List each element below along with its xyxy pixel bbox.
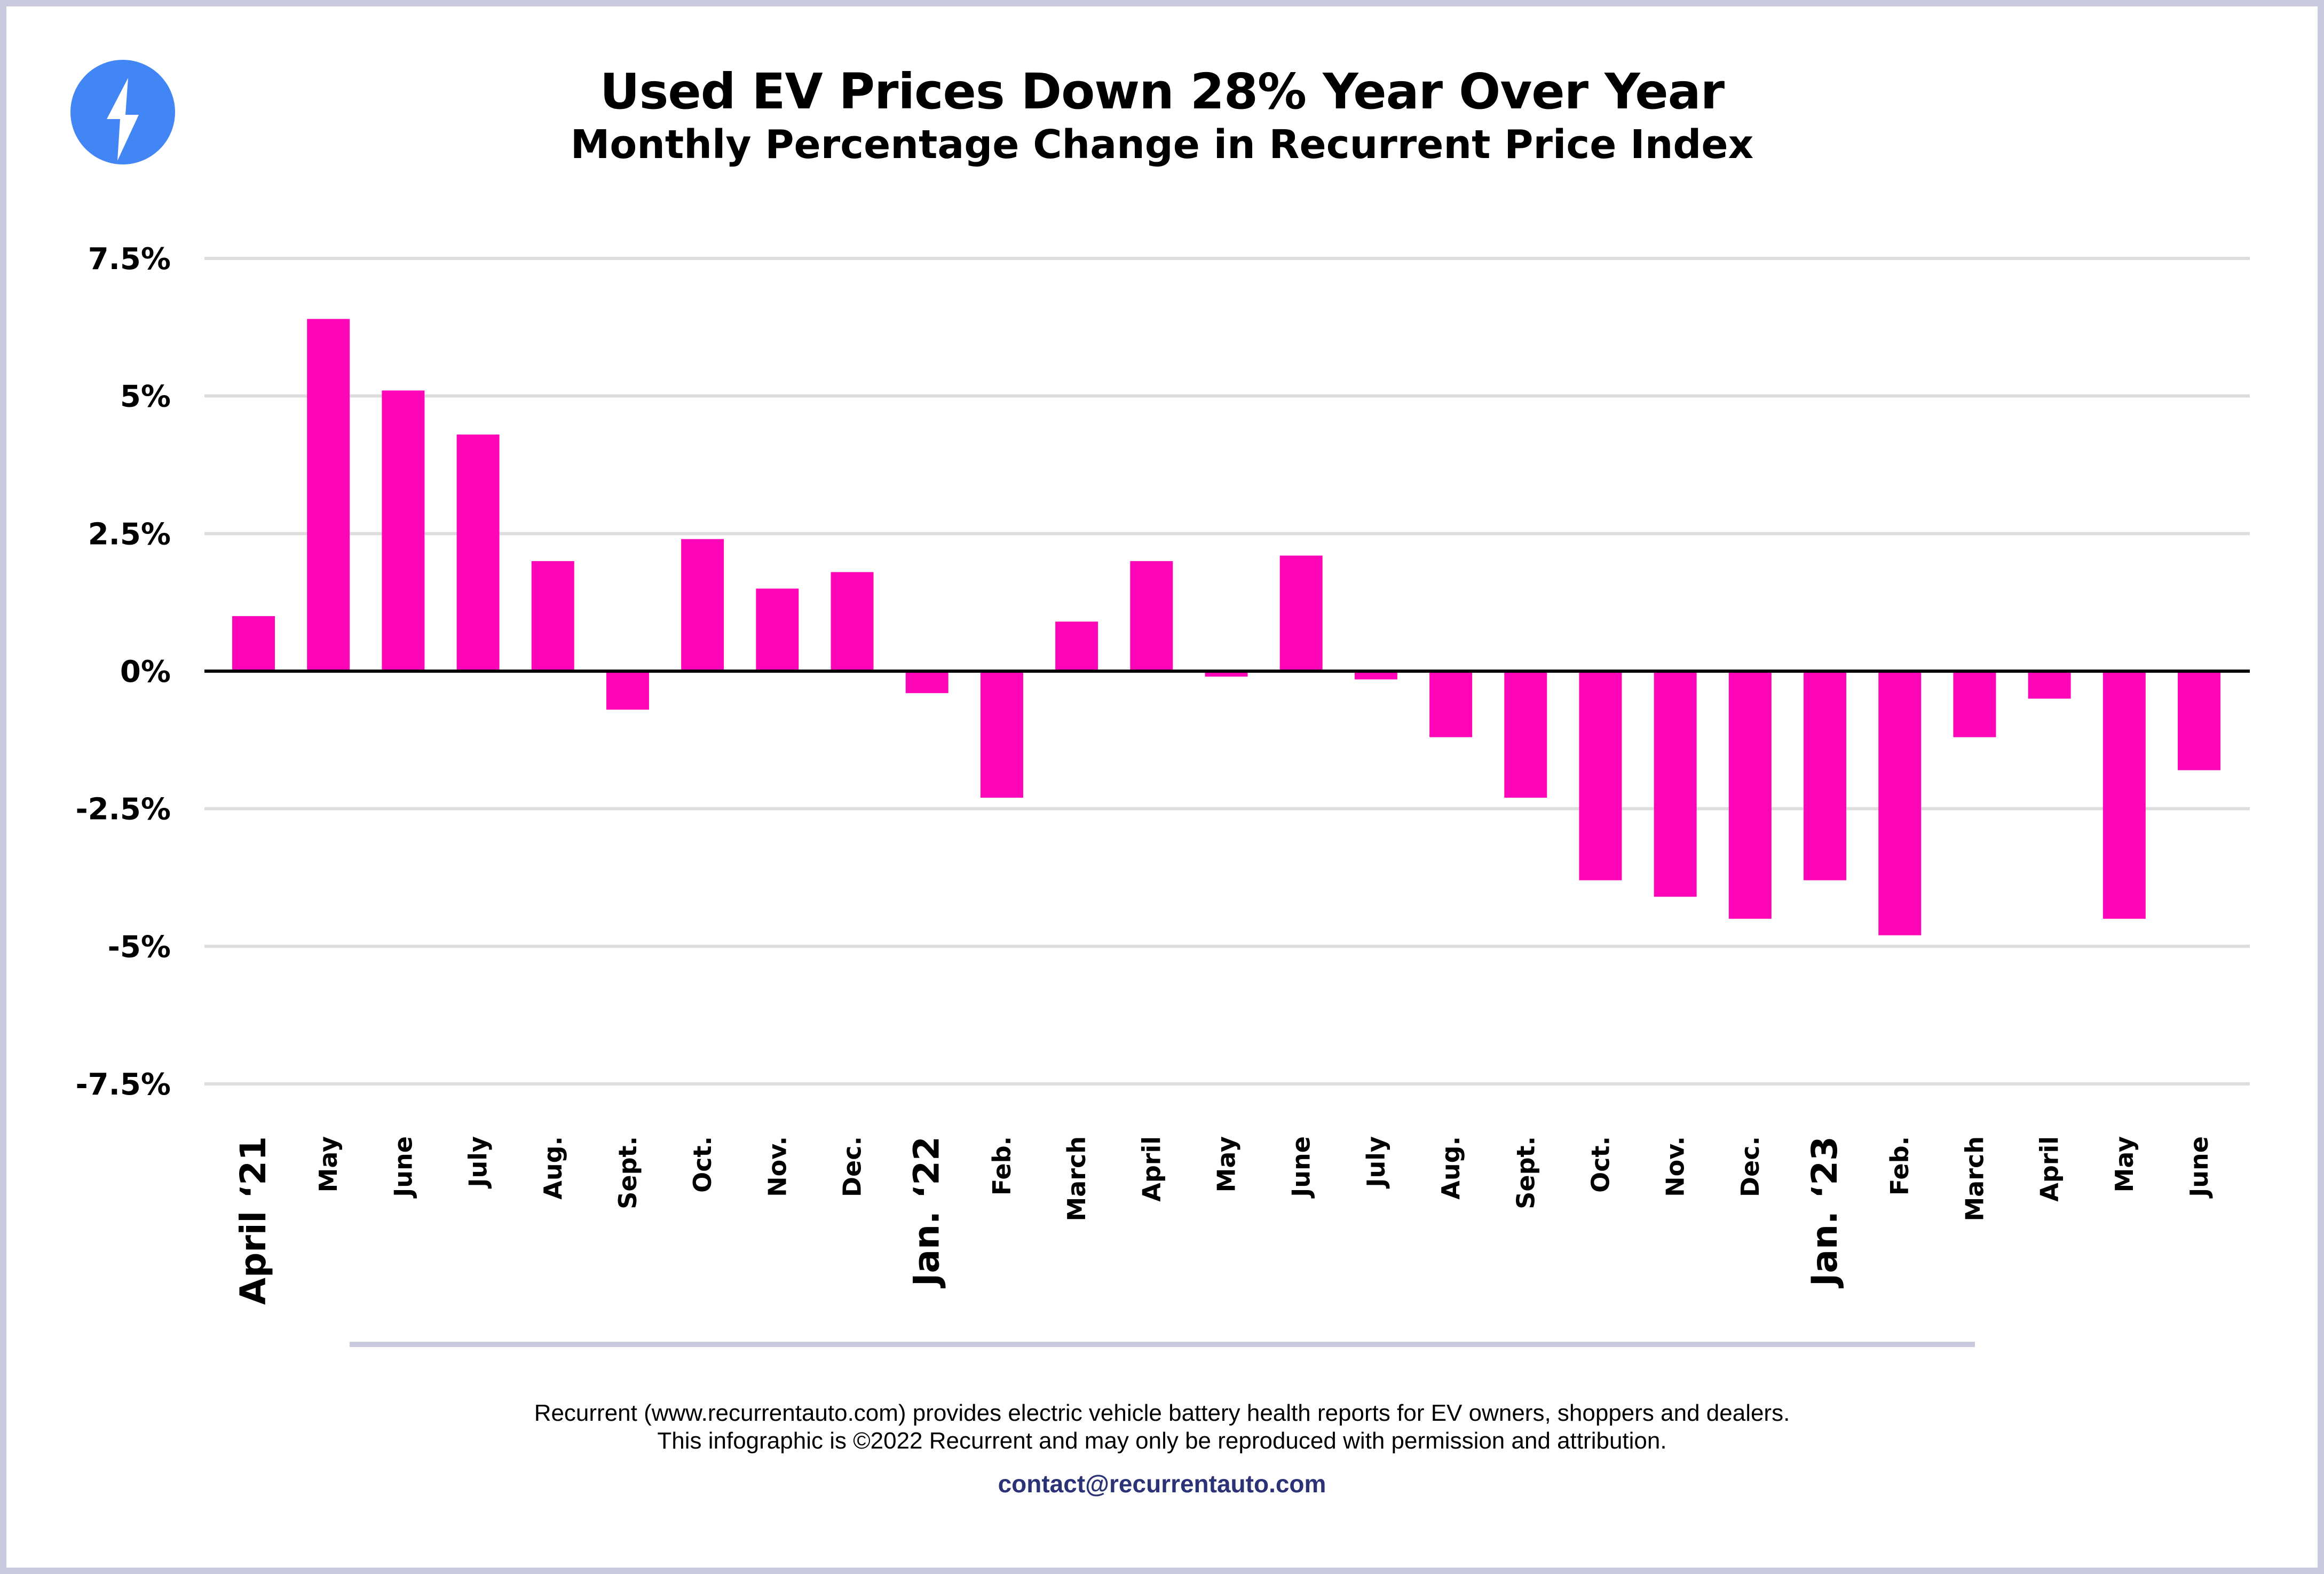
x-tick-label: April	[2035, 1136, 2064, 1202]
bar	[1804, 671, 1847, 880]
bars	[232, 319, 2220, 935]
bar	[382, 390, 425, 671]
chart-subtitle: Monthly Percentage Change in Recurrent P…	[570, 122, 1754, 168]
bar	[905, 671, 948, 694]
x-tick-label: Oct.	[688, 1136, 717, 1193]
x-tick-label: Nov.	[1661, 1136, 1690, 1197]
x-tick-label: Sept.	[613, 1136, 642, 1209]
bar	[681, 539, 724, 671]
x-tick-label: July	[464, 1136, 493, 1189]
bar	[307, 319, 350, 671]
x-tick-label: May	[1212, 1136, 1241, 1192]
bar	[1429, 671, 1473, 737]
x-tick-label: Feb.	[987, 1136, 1016, 1195]
x-tick-label: Aug.	[539, 1136, 567, 1200]
bar	[1504, 671, 1547, 798]
bar	[1354, 671, 1397, 680]
x-tick-label: June	[1287, 1136, 1316, 1199]
x-tick-label: June	[389, 1136, 417, 1199]
bar	[1205, 671, 1248, 677]
x-tick-label: Sept.	[1511, 1136, 1540, 1209]
y-tick-label: -5%	[108, 930, 171, 964]
bar	[1654, 671, 1697, 897]
bar	[831, 572, 874, 671]
bar	[531, 561, 574, 671]
recurrent-logo	[70, 60, 175, 164]
y-tick-label: -2.5%	[75, 792, 171, 827]
contact-email-link[interactable]: contact@recurrentauto.com	[998, 1470, 1326, 1498]
x-tick-label: July	[1362, 1136, 1390, 1189]
bar	[232, 616, 275, 671]
bar	[980, 671, 1023, 798]
bar	[756, 588, 799, 671]
bar	[1055, 621, 1098, 671]
bar	[2178, 671, 2220, 770]
y-axis-labels: 7.5% 5% 2.5% 0% -2.5% -5% -7.5%	[75, 242, 171, 1102]
bar	[1953, 671, 1996, 737]
y-tick-label: 7.5%	[88, 242, 171, 277]
footer-copyright: This infographic is ©2022 Recurrent and …	[657, 1428, 1667, 1454]
y-tick-label: 0%	[120, 655, 171, 689]
y-tick-label: 2.5%	[88, 517, 171, 552]
y-tick-label: 5%	[120, 380, 171, 414]
x-tick-label: May	[2110, 1136, 2139, 1192]
x-tick-label: Dec.	[1736, 1136, 1765, 1197]
x-tick-label: Nov.	[763, 1136, 792, 1197]
bar	[1878, 671, 1922, 935]
bar	[2028, 671, 2071, 699]
bar	[1728, 671, 1772, 919]
footer-description: Recurrent (www.recurrentauto.com) provid…	[534, 1400, 1790, 1426]
bar	[456, 434, 500, 671]
bar	[1279, 555, 1323, 671]
x-tick-label: Aug.	[1436, 1136, 1465, 1200]
x-axis-labels: April ‘21 May June July Aug. Sept. Oct. Nov. Dec…	[233, 1136, 2214, 1305]
lightning-bolt-icon	[107, 78, 139, 161]
x-tick-label: Oct.	[1586, 1136, 1615, 1193]
bar	[1579, 671, 1622, 880]
x-tick-label: Feb.	[1885, 1136, 1914, 1195]
y-tick-label: -7.5%	[75, 1067, 171, 1102]
infographic-frame	[6, 6, 2318, 1568]
x-tick-label: June	[2185, 1136, 2214, 1199]
bar	[1130, 561, 1173, 671]
gridlines	[204, 257, 2250, 1085]
bar	[606, 671, 649, 710]
x-tick-label: March	[1062, 1136, 1091, 1222]
x-tick-label: Dec.	[838, 1136, 867, 1197]
x-tick-label: May	[314, 1136, 343, 1192]
x-tick-label: Jan. ‘23	[1804, 1136, 1845, 1288]
x-tick-label: April	[1137, 1136, 1166, 1202]
x-tick-label: April ‘21	[233, 1136, 274, 1305]
chart-title: Used EV Prices Down 28% Year Over Year	[599, 63, 1725, 120]
bar	[2102, 671, 2146, 919]
footer-divider	[350, 1342, 1975, 1347]
x-tick-label: March	[1960, 1136, 1989, 1222]
x-tick-label: Jan. ‘22	[906, 1136, 947, 1288]
